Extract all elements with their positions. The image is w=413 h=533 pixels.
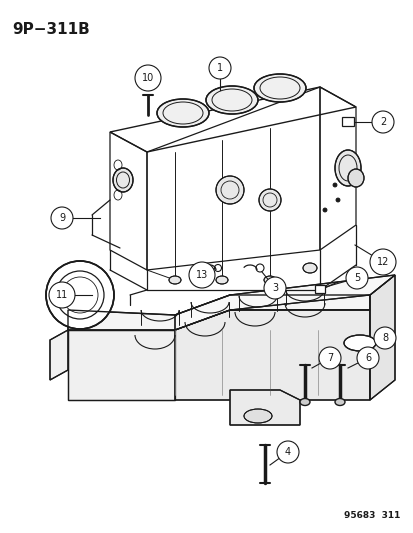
Circle shape: [345, 267, 367, 289]
Ellipse shape: [302, 263, 316, 273]
Ellipse shape: [263, 276, 275, 284]
Ellipse shape: [216, 176, 243, 204]
Ellipse shape: [334, 399, 344, 406]
Text: 13: 13: [195, 270, 208, 280]
Ellipse shape: [322, 208, 326, 212]
Text: 12: 12: [376, 257, 388, 267]
Text: 11: 11: [56, 290, 68, 300]
Ellipse shape: [299, 399, 309, 406]
Ellipse shape: [259, 189, 280, 211]
Circle shape: [51, 207, 73, 229]
Polygon shape: [50, 330, 68, 380]
Ellipse shape: [169, 276, 180, 284]
Ellipse shape: [216, 276, 228, 284]
Circle shape: [356, 347, 378, 369]
Text: 3: 3: [271, 283, 278, 293]
Polygon shape: [230, 390, 299, 425]
Circle shape: [369, 249, 395, 275]
Ellipse shape: [343, 335, 375, 351]
Text: 9P−311B: 9P−311B: [12, 22, 90, 37]
Polygon shape: [175, 310, 369, 400]
Text: 6: 6: [364, 353, 370, 363]
Text: 2: 2: [379, 117, 385, 127]
Text: 5: 5: [353, 273, 359, 283]
Circle shape: [263, 277, 285, 299]
Polygon shape: [369, 275, 394, 400]
Text: 8: 8: [381, 333, 387, 343]
Text: 9: 9: [59, 213, 65, 223]
Text: 95683  311: 95683 311: [343, 511, 399, 520]
Ellipse shape: [335, 198, 339, 202]
Ellipse shape: [332, 183, 336, 187]
Circle shape: [46, 261, 114, 329]
Circle shape: [135, 65, 161, 91]
Polygon shape: [175, 275, 394, 330]
Circle shape: [318, 347, 340, 369]
Ellipse shape: [243, 409, 271, 423]
Polygon shape: [68, 330, 175, 400]
Ellipse shape: [334, 150, 360, 186]
FancyBboxPatch shape: [341, 117, 353, 126]
Circle shape: [49, 282, 75, 308]
Circle shape: [189, 262, 214, 288]
Ellipse shape: [347, 169, 363, 187]
Ellipse shape: [157, 99, 209, 127]
Ellipse shape: [206, 86, 257, 114]
Circle shape: [373, 327, 395, 349]
Text: 1: 1: [216, 63, 223, 73]
Circle shape: [209, 57, 230, 79]
Polygon shape: [68, 295, 369, 330]
FancyBboxPatch shape: [314, 285, 324, 293]
Text: 4: 4: [284, 447, 290, 457]
Text: 10: 10: [142, 73, 154, 83]
Ellipse shape: [113, 168, 133, 192]
Text: 7: 7: [326, 353, 332, 363]
Circle shape: [276, 441, 298, 463]
Ellipse shape: [254, 74, 305, 102]
Circle shape: [371, 111, 393, 133]
